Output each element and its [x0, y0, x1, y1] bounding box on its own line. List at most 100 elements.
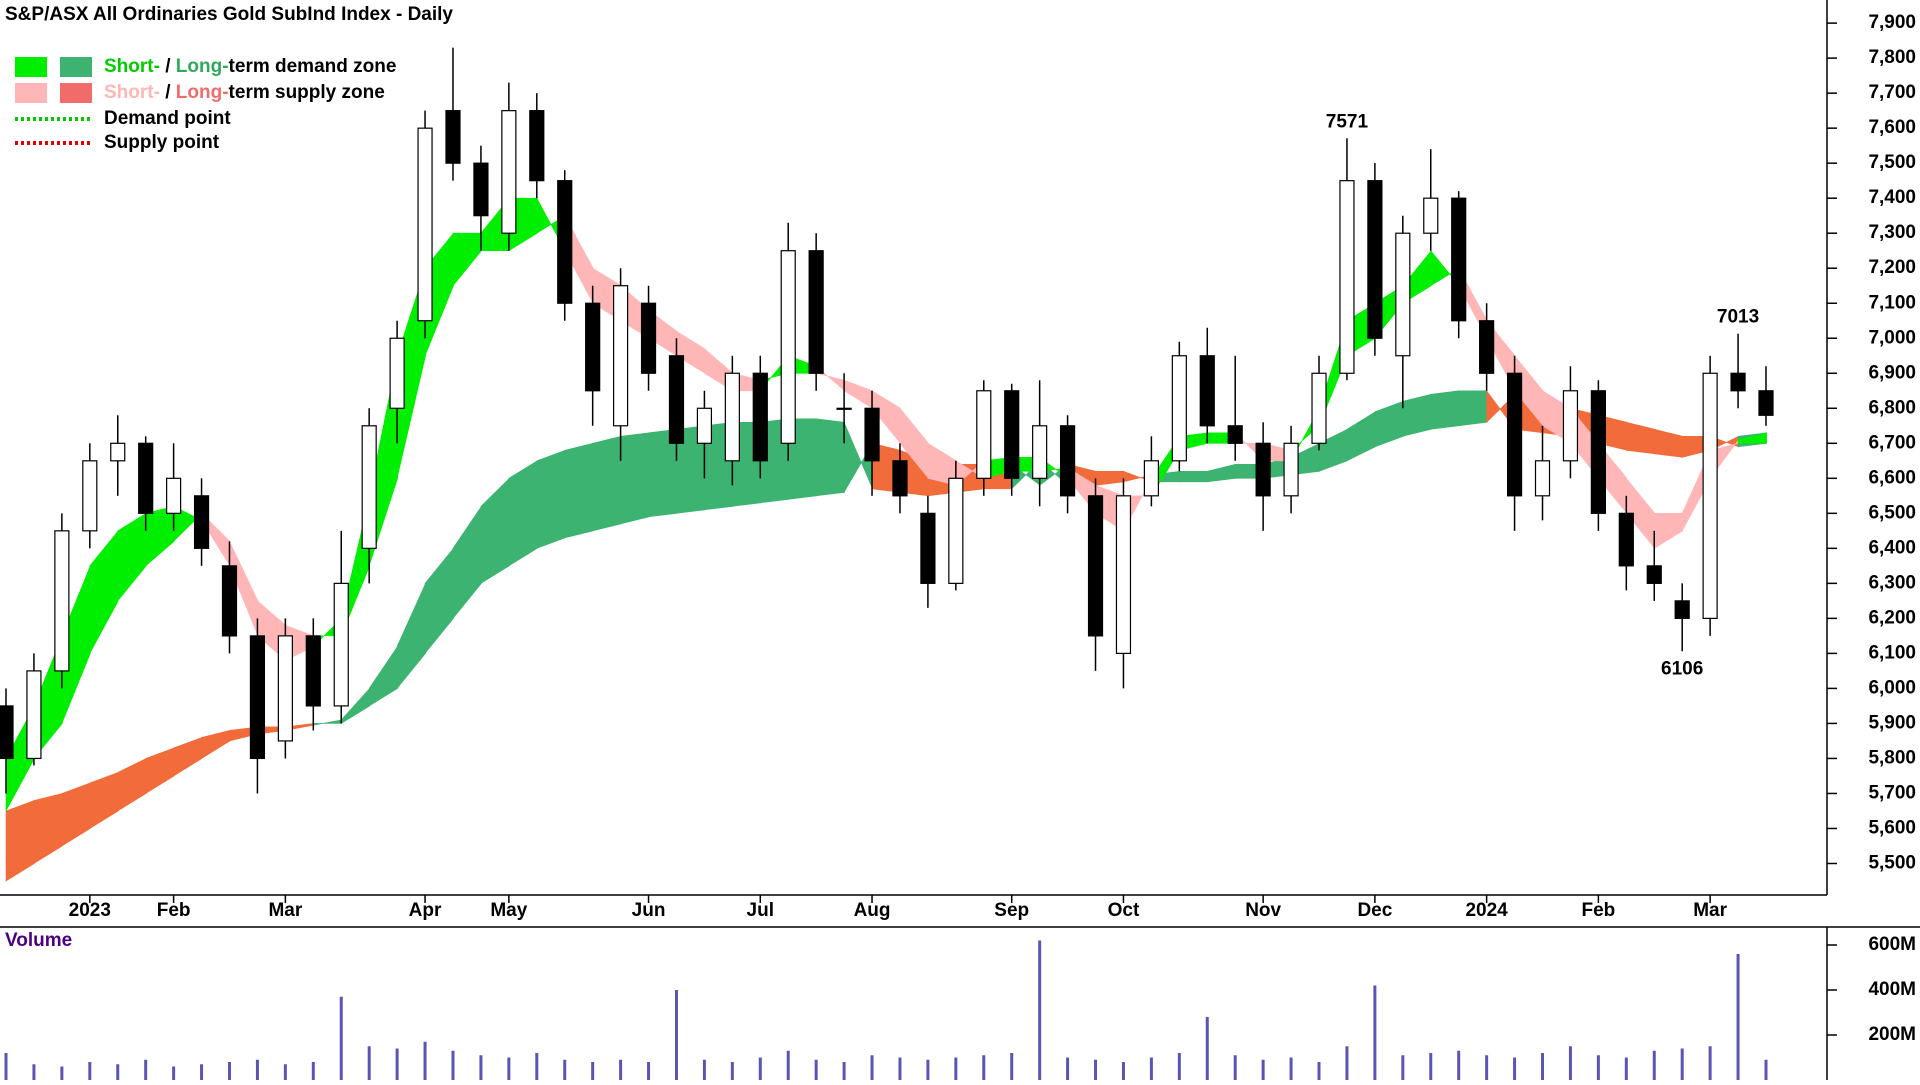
candle-body — [976, 390, 992, 479]
volume-bar — [1261, 1059, 1265, 1080]
candle-body — [1367, 180, 1383, 339]
volume-bar — [1568, 1046, 1572, 1080]
y-tick-label: 6,200 — [1868, 607, 1916, 628]
x-tick-label: Jun — [632, 900, 666, 921]
candle-body — [110, 442, 126, 462]
volume-bar — [423, 1041, 427, 1080]
candle-body — [166, 477, 182, 514]
legend-swatch — [60, 57, 92, 77]
legend-text-part: Short- — [104, 82, 160, 103]
legend-label: Short- / Long-term supply zone — [104, 82, 385, 103]
chart-title: S&P/ASX All Ordinaries Gold SubInd Index… — [5, 4, 453, 25]
long-term-zone — [592, 435, 622, 532]
long-term-zone — [396, 583, 426, 690]
candle-body — [1143, 460, 1159, 497]
volume-bar — [1764, 1059, 1768, 1080]
y-tick-label: 6,500 — [1868, 502, 1916, 523]
candle-body — [277, 635, 293, 742]
volume-bar — [1205, 1017, 1209, 1080]
legend-label: Short- / Long-term demand zone — [104, 56, 396, 77]
volume-bar — [1066, 1057, 1070, 1080]
candle-body — [0, 705, 14, 760]
candle-body — [26, 670, 42, 760]
candle-body — [864, 407, 880, 462]
x-tick-label: Sep — [994, 900, 1029, 921]
volume-bar — [619, 1059, 623, 1080]
candle-body — [1032, 425, 1048, 479]
y-tick-label: 5,700 — [1868, 782, 1916, 803]
volume-bar — [60, 1066, 64, 1080]
legend: Short- / Long-term demand zone Short- / L… — [15, 56, 396, 153]
volume-bar — [1149, 1057, 1153, 1080]
candle-body — [473, 162, 489, 217]
long-term-zone — [368, 645, 398, 707]
volume-bar — [1317, 1062, 1321, 1080]
legend-text-part: term supply zone — [229, 82, 385, 103]
y-tick-label: 7,600 — [1868, 117, 1916, 138]
candle-body — [82, 460, 98, 532]
volume-bar — [591, 1062, 595, 1080]
volume-bar — [200, 1064, 204, 1080]
y-tick-label: 7,800 — [1868, 47, 1916, 68]
legend-label: Demand point — [104, 108, 231, 129]
volume-bar — [814, 1059, 818, 1080]
x-tick-label: Mar — [268, 900, 302, 921]
volume-bar — [451, 1050, 455, 1080]
candle-body — [361, 425, 377, 549]
volume-panel — [4, 940, 1768, 1080]
volume-bar — [1652, 1050, 1656, 1080]
x-tick-label: 2023 — [69, 900, 111, 921]
legend-swatch — [60, 83, 92, 103]
volume-bar — [702, 1059, 706, 1080]
long-term-zone — [1402, 393, 1432, 437]
candle-body — [696, 407, 713, 444]
candle-body — [1674, 600, 1690, 619]
candle-body — [613, 285, 629, 427]
y-tick-label: 7,000 — [1868, 327, 1916, 348]
long-term-zone — [424, 547, 454, 655]
y-tick-label: 7,200 — [1868, 257, 1916, 278]
y-tick-label: 7,900 — [1868, 12, 1916, 33]
candle-body — [54, 530, 70, 672]
x-tick-label: May — [490, 900, 527, 921]
y-tick-label: 6,100 — [1868, 642, 1916, 663]
candle-body — [1618, 512, 1634, 567]
short-term-zone — [117, 512, 147, 602]
candle-body — [1227, 425, 1243, 444]
short-term-zone — [89, 529, 119, 654]
candle-body — [529, 110, 545, 182]
y-tick-label: 7,500 — [1868, 152, 1916, 173]
y-tick-label: 6,800 — [1868, 397, 1916, 418]
labels: S&P/ASX All Ordinaries Gold SubInd Index… — [5, 4, 1759, 951]
y-tick-label: 7,400 — [1868, 187, 1916, 208]
candle-body — [1115, 495, 1132, 654]
volume-bar — [674, 990, 678, 1080]
candles — [0, 47, 1774, 794]
volume-bar — [1345, 1046, 1349, 1080]
long-term-zone — [564, 442, 594, 539]
candle-body — [221, 565, 238, 637]
annotation: 6106 — [1661, 658, 1703, 679]
x-tick-label: Aug — [854, 900, 891, 921]
candle-body — [193, 495, 210, 549]
volume-tick-label: 200M — [1868, 1024, 1916, 1045]
candle-body — [1004, 390, 1020, 479]
legend-label: Supply point — [104, 132, 220, 153]
volume-bar — [786, 1050, 790, 1080]
long-term-zone — [536, 449, 566, 549]
volume-bar — [1177, 1053, 1181, 1080]
long-term-zone — [1458, 390, 1488, 427]
volume-bar — [1485, 1055, 1489, 1080]
volume-bar — [283, 1064, 287, 1080]
x-tick-label: Feb — [1581, 900, 1615, 921]
volume-bar — [255, 1059, 259, 1080]
volume-bar — [870, 1055, 874, 1080]
legend-swatch — [15, 83, 47, 103]
candle-body — [948, 477, 964, 584]
volume-bar — [4, 1053, 8, 1080]
short-term-zone — [1737, 432, 1767, 444]
volume-bar — [339, 996, 343, 1080]
candle-body — [1087, 495, 1104, 637]
candle-body — [1646, 565, 1662, 584]
x-tick-label: Apr — [409, 900, 442, 921]
